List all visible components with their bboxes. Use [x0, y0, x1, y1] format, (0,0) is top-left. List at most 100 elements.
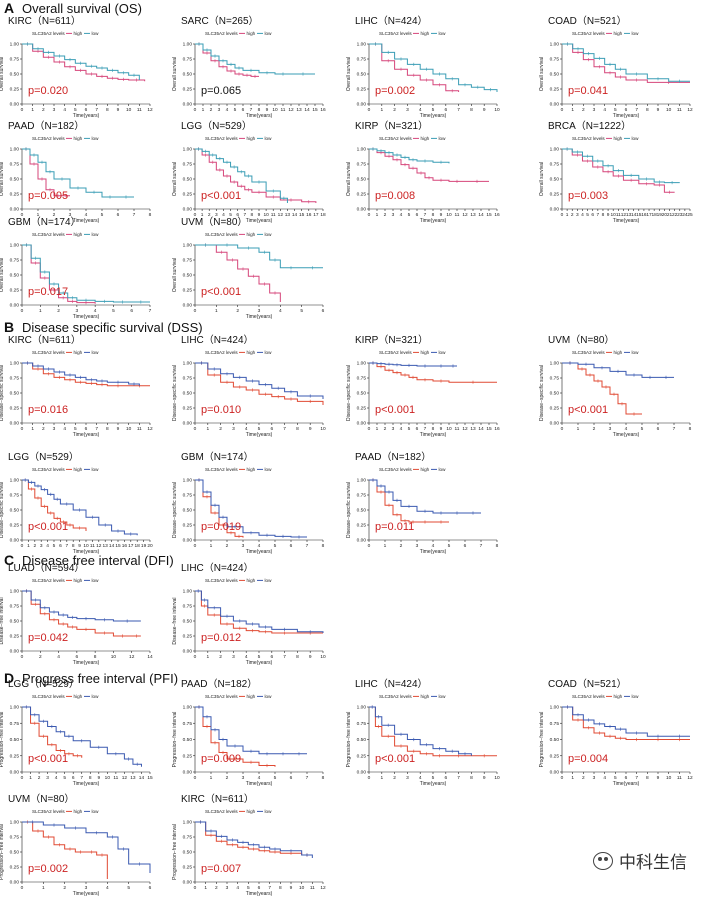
- x-tick-label: 23: [677, 212, 683, 218]
- legend-label-low: low: [92, 31, 100, 36]
- x-tick-label: 14: [478, 212, 484, 218]
- y-axis-label: Progression−free interval: [0, 824, 5, 880]
- y-tick-label: 0.25: [10, 192, 20, 198]
- km-panel-d-23: COAD（N=521） SLC35A2 levels high low 0.00 0.25…: [539, 678, 693, 787]
- legend-label-high: high: [421, 136, 430, 141]
- x-axis-label: Time(years): [613, 218, 640, 224]
- y-tick-label: 0.50: [10, 508, 20, 514]
- y-tick-label: 0.00: [183, 538, 193, 544]
- y-axis-label: Overall survival: [172, 162, 178, 196]
- y-tick-label: 0.00: [10, 207, 20, 213]
- y-tick-label: 0.50: [183, 72, 193, 78]
- y-axis-label: Disease−specific survival: [0, 482, 5, 538]
- y-tick-label: 0.50: [357, 72, 367, 78]
- legend-label-low: low: [265, 31, 273, 36]
- legend-title: SLC35A2 levels: [379, 467, 412, 472]
- y-tick-label: 1.00: [357, 147, 367, 153]
- legend-label-high: high: [421, 694, 430, 699]
- curve-high: [22, 479, 87, 531]
- cohort-title: KIRC（N=611）: [8, 334, 81, 346]
- x-tick-label: 3: [69, 212, 72, 218]
- x-tick-label: 4: [581, 212, 584, 218]
- x-tick-label: 2: [208, 212, 211, 218]
- legend-label-low: low: [632, 136, 640, 141]
- legend-title: SLC35A2 levels: [32, 350, 65, 355]
- x-axis-label: Time(years): [73, 891, 100, 897]
- x-tick-label: 8: [470, 775, 473, 781]
- p-value: p=0.005: [28, 190, 68, 202]
- curve-low: [195, 244, 323, 269]
- y-tick-label: 1.00: [183, 147, 193, 153]
- y-tick-label: 0.75: [550, 376, 560, 382]
- x-tick-label: 0: [21, 212, 24, 218]
- x-tick-label: 6: [290, 775, 293, 781]
- x-tick-label: 5: [641, 426, 644, 432]
- x-tick-label: 3: [242, 775, 245, 781]
- x-tick-label: 11: [677, 775, 682, 781]
- x-tick-label: 12: [288, 107, 294, 113]
- x-tick-label: 18: [135, 543, 141, 549]
- x-tick-label: 3: [609, 426, 612, 432]
- x-tick-label: 11: [90, 543, 95, 549]
- y-tick-label: 0.75: [550, 162, 560, 168]
- x-tick-label: 2: [219, 654, 222, 660]
- x-tick-label: 0: [561, 426, 564, 432]
- x-tick-label: 4: [222, 212, 225, 218]
- y-tick-label: 0.00: [550, 102, 560, 108]
- section-letter: C: [4, 552, 14, 568]
- y-tick-label: 0.00: [183, 880, 193, 886]
- x-tick-label: 0: [194, 885, 197, 891]
- legend-label-low: low: [265, 467, 273, 472]
- x-tick-label: 5: [448, 543, 451, 549]
- x-tick-label: 6: [625, 775, 628, 781]
- p-value: p=0.008: [375, 190, 415, 202]
- x-tick-label: 8: [258, 107, 261, 113]
- x-tick-label: 4: [603, 775, 606, 781]
- x-tick-label: 11: [455, 426, 460, 432]
- x-axis-label: Time(years): [246, 113, 273, 119]
- p-value: p=0.009: [201, 753, 241, 765]
- p-value: p=0.011: [375, 521, 414, 533]
- legend-title: SLC35A2 levels: [379, 694, 412, 699]
- section-title: Overall survival (OS): [22, 1, 142, 16]
- cohort-title: SARC（N=265）: [181, 15, 259, 27]
- y-tick-label: 1.00: [10, 147, 20, 153]
- x-tick-label: 10: [666, 775, 672, 781]
- x-tick-label: 7: [424, 212, 427, 218]
- legend-label-high: high: [74, 136, 83, 141]
- y-tick-label: 0.50: [10, 273, 20, 279]
- x-tick-label: 0: [21, 107, 24, 113]
- p-value: p<0.001: [28, 521, 68, 533]
- x-tick-label: 3: [232, 654, 235, 660]
- y-tick-label: 0.50: [550, 72, 560, 78]
- x-tick-label: 6: [149, 885, 152, 891]
- km-panel-a-10: UVM（N=80） SLC35A2 levels high low 0.00 0.25 0.…: [172, 216, 325, 320]
- x-tick-label: 13: [103, 543, 109, 549]
- y-tick-label: 0.25: [10, 753, 20, 759]
- legend-title: SLC35A2 levels: [379, 31, 412, 36]
- x-tick-label: 10: [494, 775, 500, 781]
- y-axis-label: Overall survival: [0, 162, 5, 196]
- y-tick-label: 0.75: [357, 376, 367, 382]
- y-tick-label: 0.25: [183, 865, 193, 871]
- x-tick-label: 5: [53, 543, 56, 549]
- curve-low: [22, 479, 138, 536]
- x-tick-label: 12: [278, 212, 284, 218]
- x-tick-label: 1: [215, 308, 218, 314]
- y-tick-label: 0.75: [183, 493, 193, 499]
- x-tick-label: 15: [486, 212, 492, 218]
- x-tick-label: 4: [625, 426, 628, 432]
- x-axis-label: Time(years): [613, 432, 640, 438]
- y-tick-label: 0.25: [550, 753, 560, 759]
- x-tick-label: 16: [494, 212, 500, 218]
- x-tick-label: 4: [55, 775, 58, 781]
- curve-high: [562, 43, 690, 83]
- curve-high: [22, 43, 146, 82]
- legend-label-high: high: [74, 31, 83, 36]
- y-tick-label: 1.00: [357, 705, 367, 711]
- y-tick-label: 0.50: [183, 850, 193, 856]
- cohort-title: LUAD（N=594）: [8, 562, 84, 574]
- curve-low: [562, 43, 690, 82]
- section-letter: D: [4, 670, 14, 686]
- p-value: p=0.065: [201, 85, 241, 97]
